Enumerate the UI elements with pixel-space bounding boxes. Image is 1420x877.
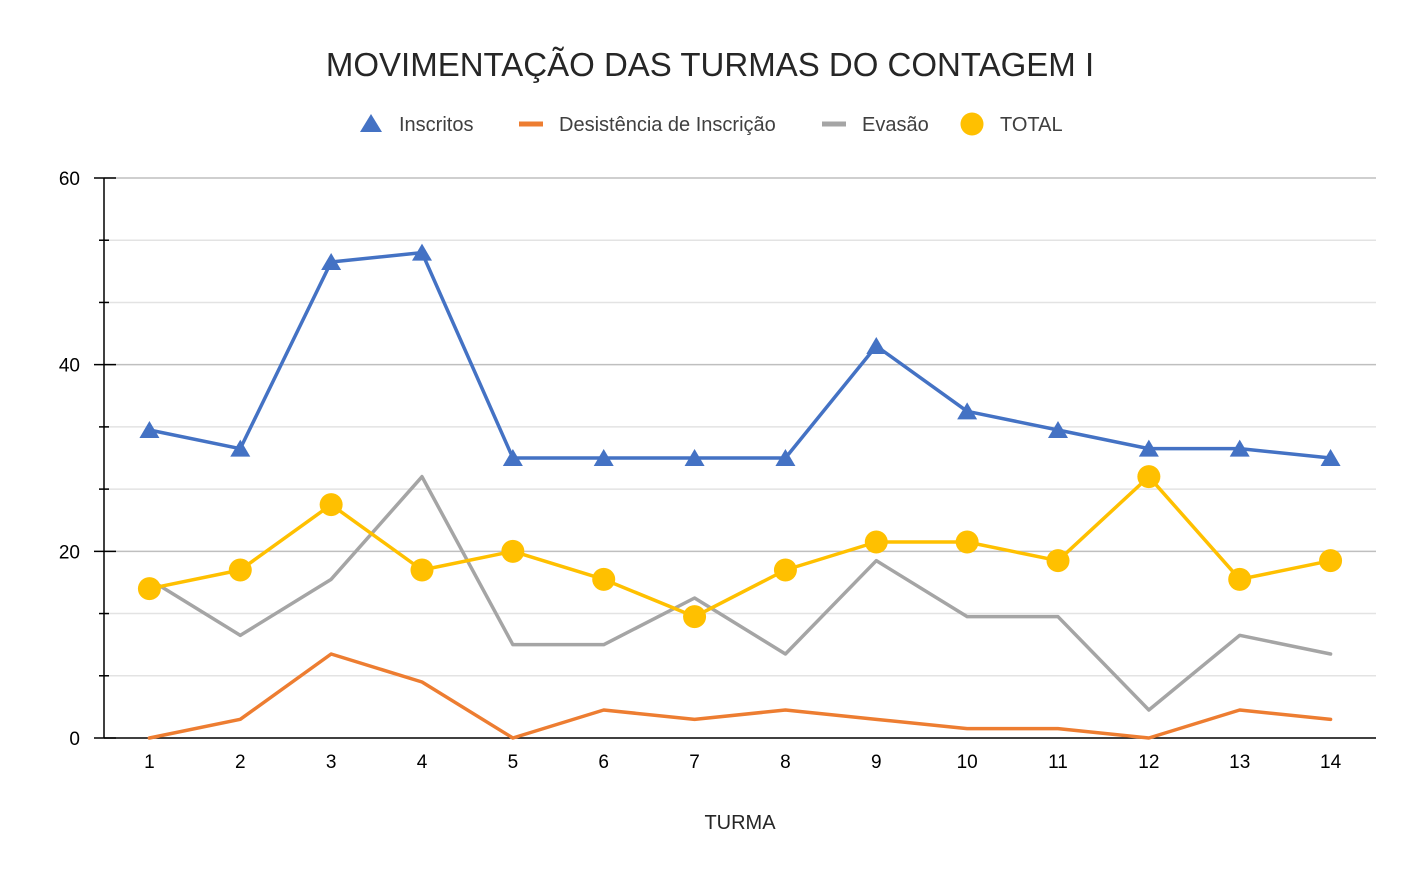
x-tick-label: 6 xyxy=(598,752,609,773)
data-point-total xyxy=(137,577,161,601)
data-point-total xyxy=(592,567,616,591)
data-point-inscritos xyxy=(866,337,887,354)
legend-symbol-total xyxy=(960,112,984,136)
x-axis-title: TURMA xyxy=(704,812,776,834)
data-point-inscritos xyxy=(1048,421,1068,438)
data-point-total xyxy=(319,493,343,517)
data-point-inscritos xyxy=(139,421,160,438)
x-tick-label: 5 xyxy=(508,752,519,773)
x-tick-label: 12 xyxy=(1138,752,1159,773)
data-point-inscritos xyxy=(1229,439,1250,457)
data-point-total xyxy=(228,558,252,582)
series-line-evasao xyxy=(147,474,1333,712)
x-tick-label: 13 xyxy=(1229,752,1250,773)
data-point-inscritos xyxy=(1320,449,1341,466)
data-point-inscritos xyxy=(957,402,978,420)
data-point-total xyxy=(410,558,434,582)
series-line-total xyxy=(147,474,1333,619)
data-point-inscritos xyxy=(775,449,796,466)
data-point-total xyxy=(1046,549,1070,573)
data-point-inscritos xyxy=(412,243,432,261)
chart-title: MOVIMENTAÇÃO DAS TURMAS DO CONTAGEM I xyxy=(326,46,1094,83)
data-point-total xyxy=(683,605,707,629)
data-point-inscritos xyxy=(321,253,342,270)
data-point-inscritos xyxy=(593,449,614,466)
data-point-inscritos xyxy=(1138,439,1159,457)
x-tick-label: 9 xyxy=(871,752,882,773)
y-tick-label: 60 xyxy=(59,169,80,190)
x-tick-label: 8 xyxy=(780,752,791,773)
legend: Inscritos Desistência de Inscrição Evasão T… xyxy=(360,112,1063,136)
x-tick-label: 2 xyxy=(235,752,246,773)
legend-label-evasao: Evasão xyxy=(862,114,929,136)
x-tick-label: 1 xyxy=(144,752,155,773)
data-point-total xyxy=(773,558,797,582)
series-line-inscritos xyxy=(147,250,1333,460)
x-tick-label: 10 xyxy=(957,752,978,773)
data-point-total xyxy=(864,530,888,554)
legend-label-total: TOTAL xyxy=(1000,114,1063,136)
gridlines xyxy=(104,177,1376,677)
x-tick-label: 11 xyxy=(1048,752,1068,773)
x-tick-label: 14 xyxy=(1320,752,1342,773)
data-point-total xyxy=(1137,465,1161,489)
data-point-total xyxy=(501,539,525,563)
legend-label-inscritos: Inscritos xyxy=(399,114,473,136)
x-tick-label: 3 xyxy=(326,752,337,773)
series-line-desistencia-de-inscricao xyxy=(147,652,1333,740)
y-tick-label: 40 xyxy=(59,356,80,377)
y-tick-label: 20 xyxy=(59,542,80,563)
y-tick-label: 0 xyxy=(69,729,80,750)
x-tick-label: 4 xyxy=(417,752,428,773)
legend-symbol-inscritos xyxy=(360,114,382,132)
data-point-total xyxy=(1228,567,1252,591)
data-point-total xyxy=(955,530,979,554)
x-tick-label: 7 xyxy=(689,752,700,773)
data-point-inscritos xyxy=(502,449,523,466)
data-point-inscritos xyxy=(230,439,251,457)
data-point-total xyxy=(1319,549,1343,573)
series-group xyxy=(137,243,1343,740)
legend-label-desistencia-de-inscricao: Desistência de Inscrição xyxy=(559,114,776,136)
data-point-inscritos xyxy=(684,449,705,466)
